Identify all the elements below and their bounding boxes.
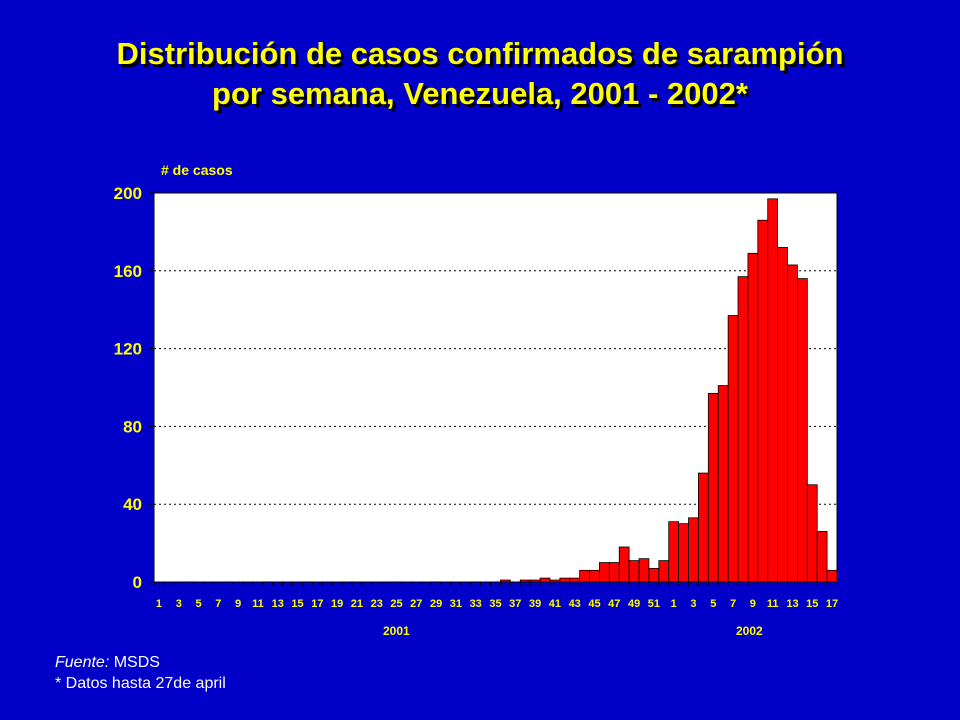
- x-tick-label: 9: [750, 598, 756, 610]
- bar: [658, 560, 670, 583]
- x-tick-label: 31: [450, 598, 462, 610]
- bar: [559, 577, 571, 583]
- chart-title: Distribución de casos confirmados de sar…: [0, 34, 960, 114]
- bar: [569, 577, 581, 583]
- y-tick-label: 80: [123, 417, 142, 436]
- bar: [599, 562, 610, 583]
- x-tick-label: 27: [410, 598, 422, 610]
- bar: [579, 569, 590, 583]
- y-tick-label: 0: [133, 573, 142, 592]
- bar: [688, 517, 699, 583]
- x-tick-label: 47: [608, 598, 620, 610]
- bar: [767, 198, 779, 583]
- x-tick-label: 45: [588, 598, 600, 610]
- footer: Fuente: MSDS * Datos hasta 27de april: [55, 652, 226, 694]
- y-axis-label: # de casos: [161, 162, 233, 178]
- bar: [539, 577, 551, 583]
- bar: [549, 579, 561, 583]
- bar: [500, 579, 511, 583]
- x-tick-label: 15: [806, 598, 818, 610]
- x-tick-label: 11: [252, 598, 264, 610]
- x-tick-label: 49: [628, 598, 640, 610]
- x-tick-label: 43: [569, 598, 581, 610]
- x-tick-label: 29: [430, 598, 442, 610]
- x-tick-label: 17: [826, 598, 838, 610]
- source-line: Fuente: MSDS: [55, 652, 226, 673]
- title-line-1: Distribución de casos confirmados de sar…: [116, 36, 844, 71]
- bar: [678, 523, 689, 583]
- x-tick-label: 3: [690, 598, 696, 610]
- x-tick-label: 7: [730, 598, 736, 610]
- y-tick-label: 120: [114, 340, 142, 359]
- bar: [628, 560, 640, 583]
- x-tick-label: 23: [371, 598, 383, 610]
- bar: [797, 278, 808, 583]
- x-tick-label: 51: [648, 598, 660, 610]
- x-tick-label: 25: [390, 598, 402, 610]
- bar: [747, 252, 759, 583]
- x-tick-label: 19: [331, 598, 343, 610]
- x-tick-label: 7: [215, 598, 221, 610]
- bar: [806, 484, 818, 583]
- bar: [668, 521, 680, 583]
- x-tick-label: 5: [195, 598, 201, 610]
- bar: [727, 315, 739, 583]
- x-tick-label: 37: [509, 598, 521, 610]
- year-label-2001: 2001: [383, 624, 410, 638]
- x-tick-label: 5: [710, 598, 716, 610]
- source-label: Fuente:: [55, 654, 110, 671]
- bar: [648, 567, 660, 583]
- x-tick-label: 15: [291, 598, 303, 610]
- x-tick-label: 13: [272, 598, 284, 610]
- bar: [589, 569, 600, 583]
- year-label-2002: 2002: [736, 624, 763, 638]
- x-tick-label: 13: [786, 598, 798, 610]
- x-tick-label: 35: [489, 598, 501, 610]
- bar: [737, 276, 749, 583]
- bar: [698, 472, 709, 583]
- bar: [707, 392, 719, 583]
- bar: [757, 219, 769, 583]
- bar: [787, 264, 798, 583]
- bar: [519, 579, 531, 583]
- y-tick-label: 160: [114, 262, 142, 281]
- data-note: * Datos hasta 27de april: [55, 675, 226, 692]
- x-tick-label: 1: [156, 598, 162, 610]
- bar: [608, 562, 620, 583]
- x-tick-label: 1: [671, 598, 677, 610]
- title-line-2: por semana, Venezuela, 2001 - 2002*: [212, 76, 748, 111]
- x-tick-label: 21: [351, 598, 363, 610]
- x-tick-label: 17: [311, 598, 323, 610]
- x-tick-label: 3: [176, 598, 182, 610]
- bar: [777, 247, 788, 583]
- x-tick-label: 11: [767, 598, 779, 610]
- x-tick-label: 33: [470, 598, 482, 610]
- x-tick-label: 41: [549, 598, 561, 610]
- x-tick-label: 9: [235, 598, 241, 610]
- y-tick-label: 40: [123, 495, 142, 514]
- bar: [826, 569, 838, 583]
- source-value: MSDS: [109, 654, 160, 671]
- bar: [638, 558, 650, 583]
- bar: [529, 579, 541, 583]
- bar: [717, 385, 729, 583]
- bar: [618, 546, 630, 583]
- y-tick-label: 200: [114, 184, 142, 203]
- bar: [816, 531, 828, 583]
- x-tick-label: 39: [529, 598, 541, 610]
